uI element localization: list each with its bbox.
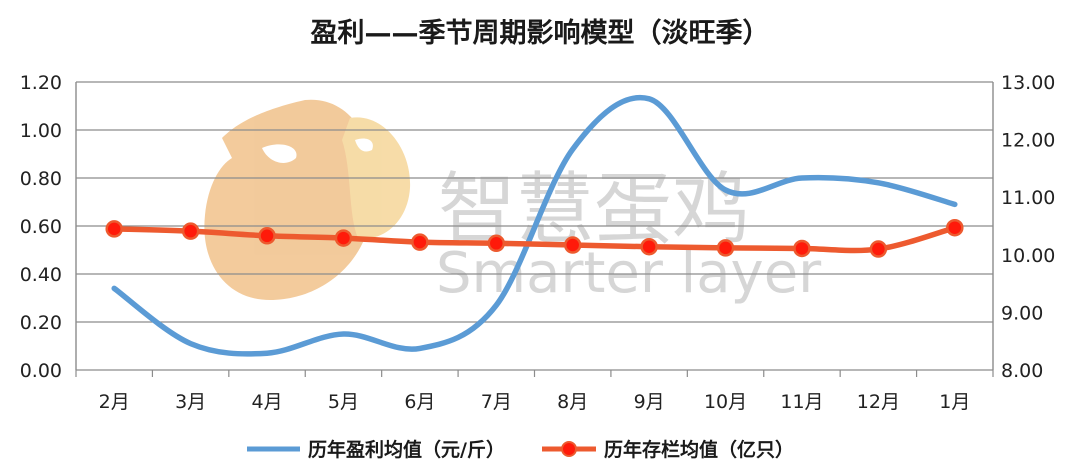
stock-point bbox=[181, 222, 200, 240]
right-tick-label: 13.00 bbox=[1001, 72, 1055, 94]
stock-point bbox=[946, 218, 964, 237]
left-tick-label: 0.80 bbox=[20, 168, 62, 190]
left-tick-label: 0.40 bbox=[20, 264, 62, 286]
stock-point bbox=[411, 233, 429, 251]
left-tick-label: 0.60 bbox=[20, 216, 62, 238]
stock-point bbox=[716, 239, 735, 257]
x-tick-label: 12月 bbox=[857, 391, 900, 413]
legend-label-stock: 历年存栏均值（亿只） bbox=[604, 438, 794, 461]
right-axis: 8.00 9.00 10.00 11.00 12.00 13.00 bbox=[1001, 72, 1055, 382]
x-tick-label: 1月 bbox=[939, 391, 970, 413]
stock-point bbox=[258, 227, 276, 245]
right-tick-label: 12.00 bbox=[1001, 130, 1055, 152]
stock-point bbox=[334, 229, 353, 247]
x-tick-label: 3月 bbox=[175, 391, 206, 413]
right-tick-label: 11.00 bbox=[1001, 187, 1055, 209]
series-layer bbox=[105, 94, 964, 357]
x-tick-label: 6月 bbox=[404, 391, 435, 413]
right-tick-label: 9.00 bbox=[1001, 302, 1043, 324]
x-tick-label: 9月 bbox=[634, 391, 665, 413]
x-tick-label: 11月 bbox=[780, 391, 823, 413]
left-axis: 0.00 0.20 0.40 0.60 0.80 1.00 1.20 bbox=[20, 72, 62, 382]
x-axis: 2月 3月 4月 5月 6月 7月 8月 9月 10月 11月 12月 1月 bbox=[75, 370, 994, 413]
left-tick-label: 1.20 bbox=[20, 72, 62, 94]
right-tick-label: 10.00 bbox=[1001, 245, 1055, 267]
stock-point bbox=[487, 234, 506, 253]
legend-label-profit: 历年盈利均值（元/斤） bbox=[308, 438, 505, 461]
stock-point bbox=[869, 240, 888, 258]
legend-marker-stock bbox=[561, 441, 577, 457]
x-tick-label: 2月 bbox=[99, 391, 130, 413]
x-tick-label: 4月 bbox=[251, 391, 282, 413]
x-tick-label: 5月 bbox=[328, 391, 359, 413]
left-tick-label: 1.00 bbox=[20, 120, 62, 142]
stock-point bbox=[105, 220, 123, 238]
right-tick-label: 8.00 bbox=[1001, 360, 1043, 382]
stock-point bbox=[640, 237, 658, 256]
watermark-logo bbox=[204, 99, 411, 300]
x-tick-label: 10月 bbox=[704, 391, 747, 413]
profit-series-line bbox=[111, 94, 958, 357]
stock-point bbox=[793, 239, 811, 258]
x-tick-label: 8月 bbox=[557, 391, 588, 413]
legend: 历年盈利均值（元/斤） 历年存栏均值（亿只） bbox=[247, 438, 794, 461]
axes bbox=[75, 82, 994, 370]
x-tick-label: 7月 bbox=[481, 391, 512, 413]
stock-point bbox=[563, 236, 582, 254]
left-tick-label: 0.00 bbox=[20, 360, 62, 382]
chart-title: 盈利——季节周期影响模型（淡旺季） bbox=[311, 17, 770, 49]
left-tick-label: 0.20 bbox=[20, 312, 62, 334]
